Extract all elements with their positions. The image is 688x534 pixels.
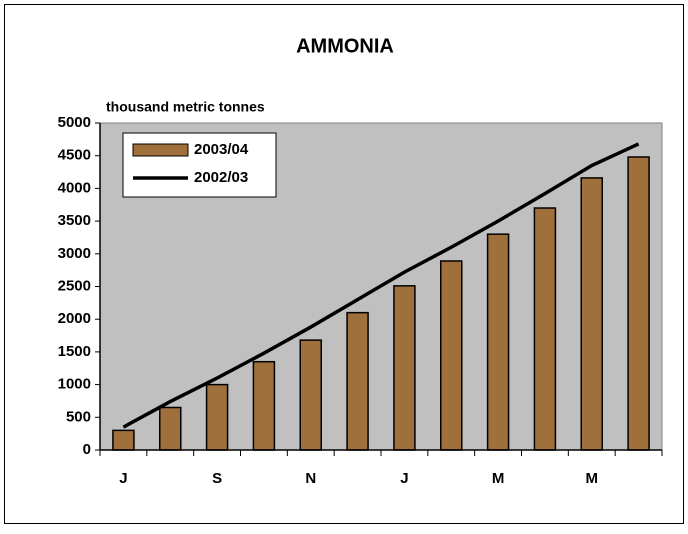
line <box>122 142 640 429</box>
y-tick-label: 4000 <box>58 179 91 196</box>
legend-box <box>122 132 277 198</box>
chart-title: AMMONIA <box>296 35 394 57</box>
y-tick-label: 1500 <box>58 343 91 360</box>
bar <box>112 429 135 451</box>
legend-label: 2003/04 <box>194 141 249 158</box>
x-tick-label: N <box>305 470 316 487</box>
x-tick-label: M <box>492 470 505 487</box>
y-tick-label: 3000 <box>58 245 91 262</box>
y-tick-label: 0 <box>83 441 91 458</box>
bar <box>299 339 322 451</box>
bar <box>252 360 276 451</box>
y-tick-label: 2500 <box>58 277 91 294</box>
x-tick-label: S <box>212 470 222 487</box>
y-tick-label: 3500 <box>58 212 91 229</box>
x-tick-label: M <box>586 470 599 487</box>
bar <box>393 285 416 451</box>
y-tick-label: 1000 <box>58 376 91 393</box>
legend-swatch <box>132 143 189 157</box>
bar <box>205 383 229 451</box>
bar <box>346 311 369 451</box>
bar <box>440 260 463 451</box>
y-tick-label: 2000 <box>58 310 91 327</box>
bar <box>533 207 557 451</box>
y-axis-label: thousand metric tonnes <box>106 99 265 115</box>
x-tick-label: J <box>119 470 127 487</box>
bar <box>580 177 603 451</box>
y-tick-label: 500 <box>66 408 91 425</box>
x-tick-label: J <box>400 470 408 487</box>
bar <box>486 233 510 451</box>
legend-label: 2002/03 <box>194 169 248 186</box>
y-tick-label: 4500 <box>58 147 91 164</box>
y-tick-label: 5000 <box>58 114 91 131</box>
bar <box>159 406 182 451</box>
bar <box>627 156 650 451</box>
